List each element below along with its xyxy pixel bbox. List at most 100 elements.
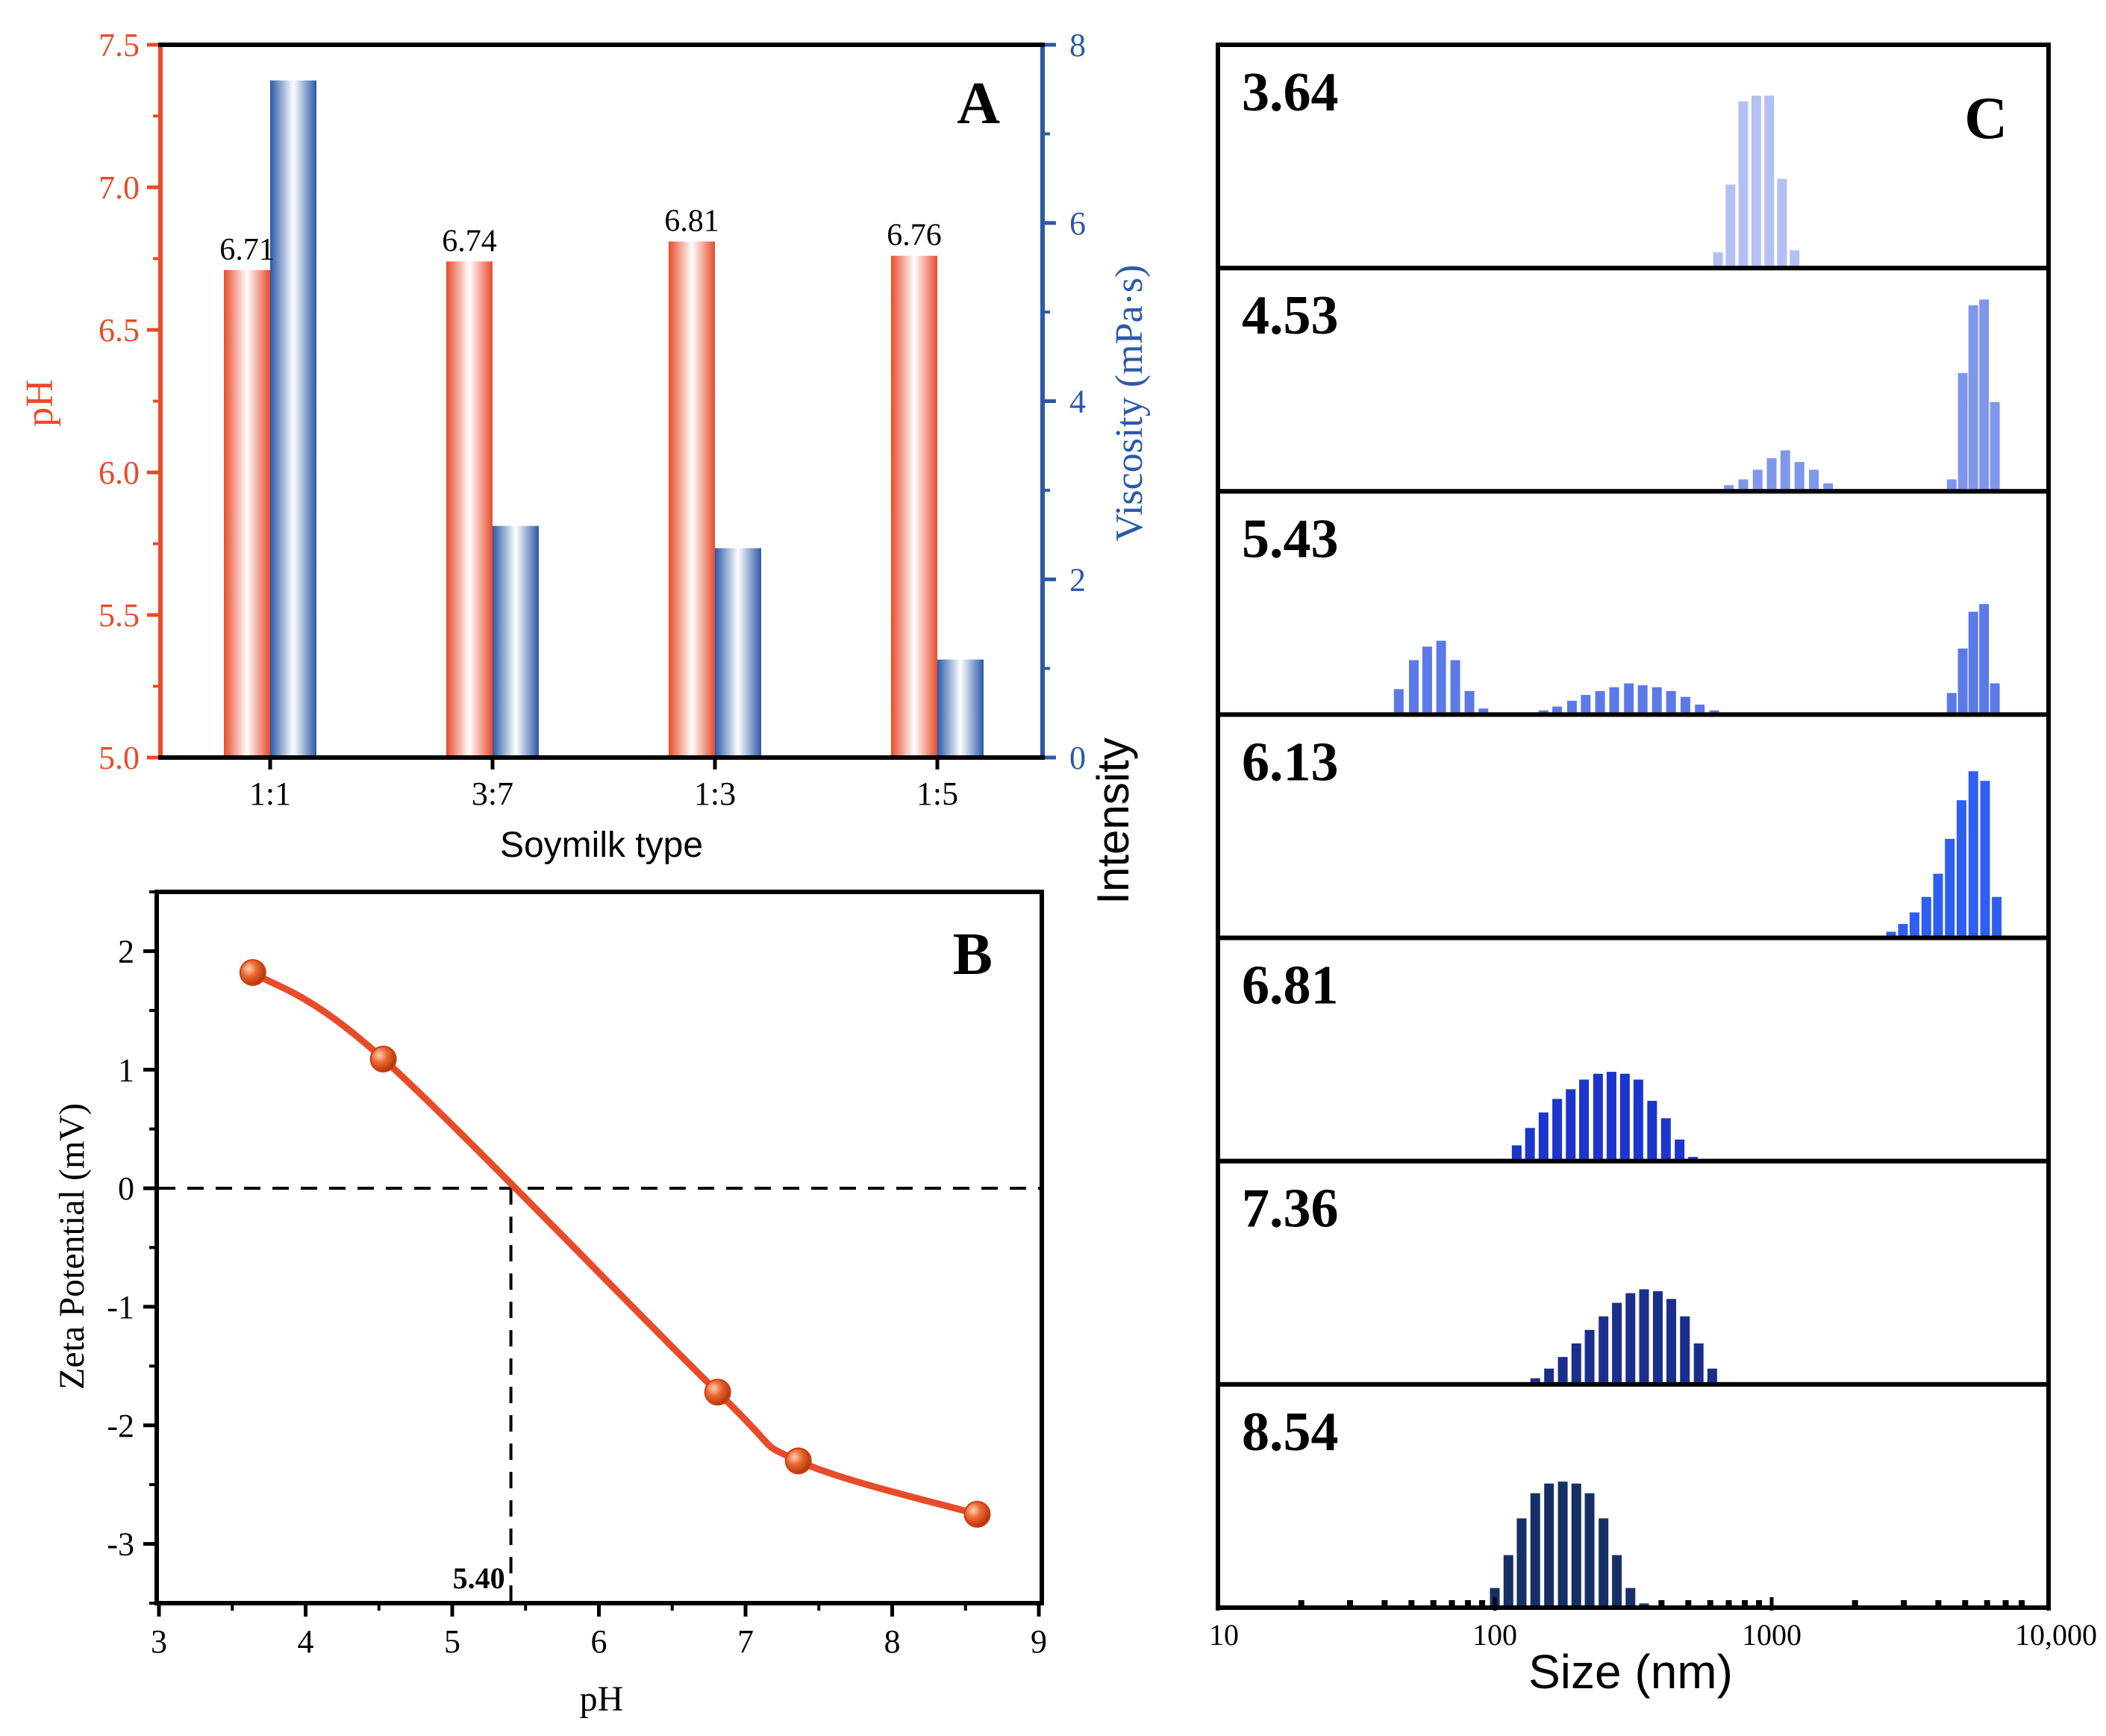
c-size-bar	[1619, 1073, 1630, 1159]
c-size-bar	[1393, 689, 1404, 713]
c-size-bar	[1968, 771, 1978, 936]
c-size-bar	[1625, 1293, 1636, 1382]
a-left-tick-label: 6.5	[99, 312, 140, 349]
c-minor-tick	[1901, 1600, 1907, 1605]
a-x-tick-label: 1:3	[694, 775, 736, 812]
b-x-tick-label: 9	[1031, 1623, 1047, 1660]
c-size-bar	[1968, 305, 1978, 490]
a-left-tick-label: 5.0	[99, 740, 140, 776]
c-x-tick-label: 10,000	[2015, 1618, 2097, 1652]
c-size-bar	[1680, 1316, 1690, 1382]
c-minor-tick	[1430, 1600, 1437, 1605]
c-size-bar	[1725, 184, 1736, 266]
c-size-bar	[1612, 1302, 1622, 1382]
c-size-bar	[1503, 1555, 1513, 1605]
c-size-bar	[1693, 1343, 1704, 1382]
c-size-bar	[1478, 708, 1489, 713]
c-size-bar	[1595, 690, 1605, 713]
c-minor-tick	[1479, 1600, 1486, 1605]
c-size-bar	[1980, 781, 1990, 936]
a-left-tick-label: 7.0	[99, 169, 140, 206]
c-size-bar	[1606, 1072, 1616, 1159]
c-size-bar	[1639, 1289, 1649, 1382]
c-size-bar	[1538, 710, 1549, 713]
c-minor-tick	[1685, 1600, 1692, 1605]
b-y-axis-title: Zeta Potential (mV)	[52, 1103, 92, 1390]
c-size-bar	[1530, 1378, 1540, 1382]
c-minor-tick	[1935, 1600, 1942, 1605]
a-left-tick-label: 6.0	[99, 455, 140, 491]
c-size-bar	[1968, 611, 1978, 713]
c-size-bar	[1957, 648, 1968, 713]
b-data-point	[704, 1379, 731, 1406]
c-x-tick-label: 10	[1209, 1618, 1239, 1652]
a-x-axis-title: Soymilk type	[500, 825, 703, 865]
b-x-axis-title: pH	[580, 1679, 624, 1719]
b-x-tick-label: 6	[591, 1623, 607, 1660]
c-size-bar	[1557, 1357, 1568, 1382]
c-size-bar	[1707, 1368, 1717, 1382]
c-size-bar	[1464, 690, 1475, 713]
c-size-bar	[1584, 1493, 1595, 1605]
a-ph-data-label: 6.71	[219, 233, 275, 267]
c-size-bar	[1652, 1291, 1663, 1382]
c-size-bar	[1538, 1112, 1549, 1159]
c-size-bar	[1625, 1587, 1636, 1605]
c-minor-tick	[1658, 1600, 1665, 1605]
c-size-bar	[1566, 1089, 1576, 1159]
a-ph-data-label: 6.81	[664, 204, 719, 239]
c-size-bar	[1566, 700, 1577, 713]
c-minor-tick	[2002, 1600, 2009, 1605]
a-bar-viscosity	[270, 80, 316, 758]
c-minor-tick	[1725, 1600, 1732, 1605]
c-minor-tick	[1962, 1600, 1969, 1605]
a-right-axis-title: Viscosity (mPa·s)	[1108, 265, 1151, 542]
b-y-tick-label: -1	[107, 1289, 134, 1326]
c-size-bar	[1409, 660, 1419, 713]
c-size-bar	[1666, 1299, 1677, 1382]
c-size-bar	[1713, 252, 1723, 266]
c-x-tick-label: 100	[1472, 1618, 1517, 1652]
c-row: 8.54	[1216, 1381, 2051, 1611]
c-size-bar	[1794, 462, 1805, 490]
a-left-axis-title: pH	[19, 379, 61, 427]
b-fit-curve	[249, 969, 981, 1518]
b-data-point	[963, 1500, 991, 1528]
c-size-bar	[1764, 96, 1775, 266]
a-x-tick-label: 3:7	[472, 775, 513, 812]
c-row-ph-label: 6.13	[1242, 731, 1339, 793]
c-size-bar	[1436, 640, 1446, 713]
c-row-frame	[1216, 489, 2051, 717]
c-size-bar	[1945, 839, 1955, 936]
c-size-bar	[1990, 683, 2000, 713]
c-size-bar	[1571, 1483, 1581, 1605]
c-row: 6.13	[1216, 712, 2051, 940]
c-row: 5.43	[1216, 489, 2051, 717]
a-left-tick-label: 7.5	[99, 27, 140, 63]
b-x-tick-label: 5	[444, 1623, 460, 1660]
c-size-bar	[1450, 660, 1460, 713]
c-row-ph-label: 3.64	[1242, 62, 1339, 123]
c-size-bar	[1639, 1603, 1649, 1605]
a-right-tick-label: 2	[1069, 561, 1086, 598]
b-x-tick-label: 7	[737, 1623, 754, 1660]
c-row-ph-label: 5.43	[1242, 508, 1339, 569]
c-row: 6.81	[1216, 935, 2051, 1164]
c-size-bar	[1979, 604, 1990, 713]
a-ph-data-label: 6.76	[887, 219, 942, 253]
c-size-bar	[1612, 1555, 1622, 1605]
c-size-bar	[1680, 696, 1690, 713]
c-row: 4.53	[1216, 266, 2051, 494]
c-row-frame	[1216, 43, 2051, 271]
c-minor-tick	[1756, 1600, 1763, 1605]
c-size-bar	[1956, 800, 1966, 936]
c-size-bar	[1490, 1587, 1500, 1605]
c-row: 3.64	[1216, 43, 2051, 271]
c-size-bar	[1790, 250, 1800, 266]
c-row-ph-label: 4.53	[1242, 285, 1339, 346]
c-size-bar	[1571, 1343, 1581, 1382]
c-size-bar	[1552, 1099, 1563, 1159]
c-minor-tick	[1449, 1600, 1455, 1605]
c-size-bar	[1808, 469, 1819, 490]
c-size-bar	[1552, 706, 1563, 713]
